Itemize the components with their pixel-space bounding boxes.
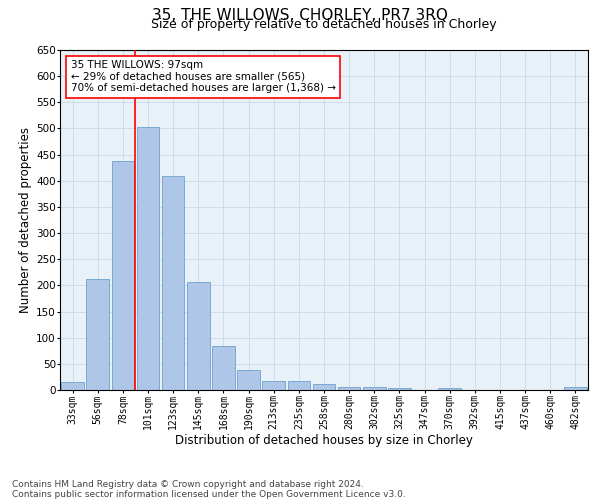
Bar (237, 370, 260, 390)
Bar (388, 388, 411, 390)
Bar (137, 127, 160, 390)
X-axis label: Distribution of detached houses by size in Chorley: Distribution of detached houses by size … (175, 434, 473, 446)
Bar (363, 388, 386, 390)
Y-axis label: Number of detached properties: Number of detached properties (19, 127, 32, 313)
Bar (439, 388, 461, 390)
Bar (187, 282, 209, 390)
Bar (338, 388, 361, 390)
Bar (262, 380, 285, 390)
Bar (287, 381, 310, 390)
Bar (86, 279, 109, 390)
Bar (313, 384, 335, 390)
Bar (212, 346, 235, 390)
Text: 35 THE WILLOWS: 97sqm
← 29% of detached houses are smaller (565)
70% of semi-det: 35 THE WILLOWS: 97sqm ← 29% of detached … (71, 60, 335, 94)
Bar (112, 162, 134, 390)
Text: 35, THE WILLOWS, CHORLEY, PR7 3RQ: 35, THE WILLOWS, CHORLEY, PR7 3RQ (152, 8, 448, 22)
Bar (564, 388, 587, 390)
Text: Contains HM Land Registry data © Crown copyright and database right 2024.
Contai: Contains HM Land Registry data © Crown c… (12, 480, 406, 499)
Bar (61, 382, 84, 390)
Title: Size of property relative to detached houses in Chorley: Size of property relative to detached ho… (151, 18, 497, 31)
Bar (162, 176, 184, 390)
